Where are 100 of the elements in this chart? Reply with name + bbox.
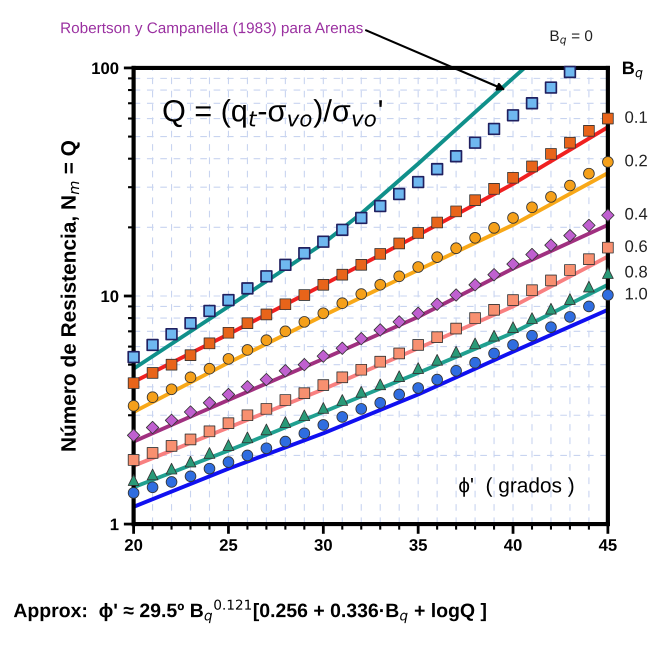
series-label: 0.6 xyxy=(625,240,647,252)
point xyxy=(564,180,576,192)
point xyxy=(260,372,274,386)
series-label: 0.4 xyxy=(625,208,648,220)
x-tick-label: 30 xyxy=(314,539,332,551)
point xyxy=(602,242,614,254)
point xyxy=(601,208,615,222)
point xyxy=(204,447,216,459)
point xyxy=(563,228,577,242)
point xyxy=(279,258,292,272)
point xyxy=(374,397,386,409)
point xyxy=(166,383,178,396)
point xyxy=(298,289,310,301)
point xyxy=(525,248,539,262)
point xyxy=(545,191,557,203)
point xyxy=(583,253,595,265)
point xyxy=(355,364,368,376)
point xyxy=(393,238,405,250)
point xyxy=(412,227,424,239)
point xyxy=(128,474,140,486)
point xyxy=(412,176,424,188)
y-tick-label: 10 xyxy=(102,290,118,302)
point xyxy=(184,405,198,419)
point xyxy=(507,212,519,224)
point xyxy=(127,350,140,364)
point xyxy=(204,338,216,350)
point xyxy=(431,331,443,343)
point xyxy=(336,372,348,384)
point xyxy=(564,293,576,305)
point xyxy=(318,307,330,320)
point xyxy=(280,394,292,406)
point xyxy=(583,125,595,137)
point xyxy=(166,440,178,452)
series-label: 1.0 xyxy=(626,288,648,300)
point xyxy=(184,316,197,330)
point xyxy=(260,424,272,436)
point xyxy=(318,419,330,431)
legend-title: B$_{q}$ xyxy=(622,62,643,80)
point xyxy=(412,362,424,374)
point xyxy=(242,450,254,462)
y-tick-label: 100 xyxy=(92,62,118,74)
point xyxy=(165,328,178,340)
point xyxy=(204,362,216,374)
point xyxy=(242,344,254,356)
x-tick-label: 20 xyxy=(124,539,142,551)
point xyxy=(488,348,500,360)
point xyxy=(298,387,310,399)
point xyxy=(222,353,234,365)
series-label: 0.8 xyxy=(625,266,647,278)
text: Approx: ϕ' ≈ 29.5º B$_{q}$$^{0.121}$[0.256 + 0.336·B$_{q}$ + logQ ] xyxy=(14,600,486,624)
point xyxy=(450,364,462,377)
text: B$_{q}$ = 0 xyxy=(550,30,592,46)
point xyxy=(469,312,481,324)
point xyxy=(260,403,272,415)
point xyxy=(355,212,368,224)
point xyxy=(431,374,443,386)
point xyxy=(336,297,348,309)
point xyxy=(128,400,140,412)
point xyxy=(468,278,482,292)
point xyxy=(204,426,216,438)
x-tick-label: 35 xyxy=(409,539,427,551)
point xyxy=(184,470,196,482)
point xyxy=(507,339,519,351)
point xyxy=(431,216,443,228)
point xyxy=(240,380,254,394)
point xyxy=(280,326,292,338)
point xyxy=(278,364,292,378)
point xyxy=(488,304,500,316)
point xyxy=(184,349,196,362)
point xyxy=(222,456,234,468)
point xyxy=(354,332,368,346)
point xyxy=(526,97,538,110)
point xyxy=(166,462,178,474)
point xyxy=(450,206,462,218)
point xyxy=(336,411,348,423)
point xyxy=(317,236,330,248)
point xyxy=(583,280,595,292)
point xyxy=(203,304,216,318)
point xyxy=(393,370,405,382)
point xyxy=(583,300,595,312)
point xyxy=(506,109,520,122)
point xyxy=(564,136,576,149)
point xyxy=(184,456,196,468)
point xyxy=(355,288,368,300)
point xyxy=(393,388,405,400)
point xyxy=(545,274,557,286)
point xyxy=(222,439,234,451)
point xyxy=(222,294,235,306)
point xyxy=(146,468,158,480)
point xyxy=(488,222,500,234)
point xyxy=(146,447,158,459)
point xyxy=(146,391,158,403)
point xyxy=(526,160,538,172)
point xyxy=(507,321,519,333)
point xyxy=(506,257,520,271)
point xyxy=(298,409,310,422)
point xyxy=(298,247,311,260)
point xyxy=(374,200,386,212)
point xyxy=(146,338,159,352)
point xyxy=(564,66,576,78)
